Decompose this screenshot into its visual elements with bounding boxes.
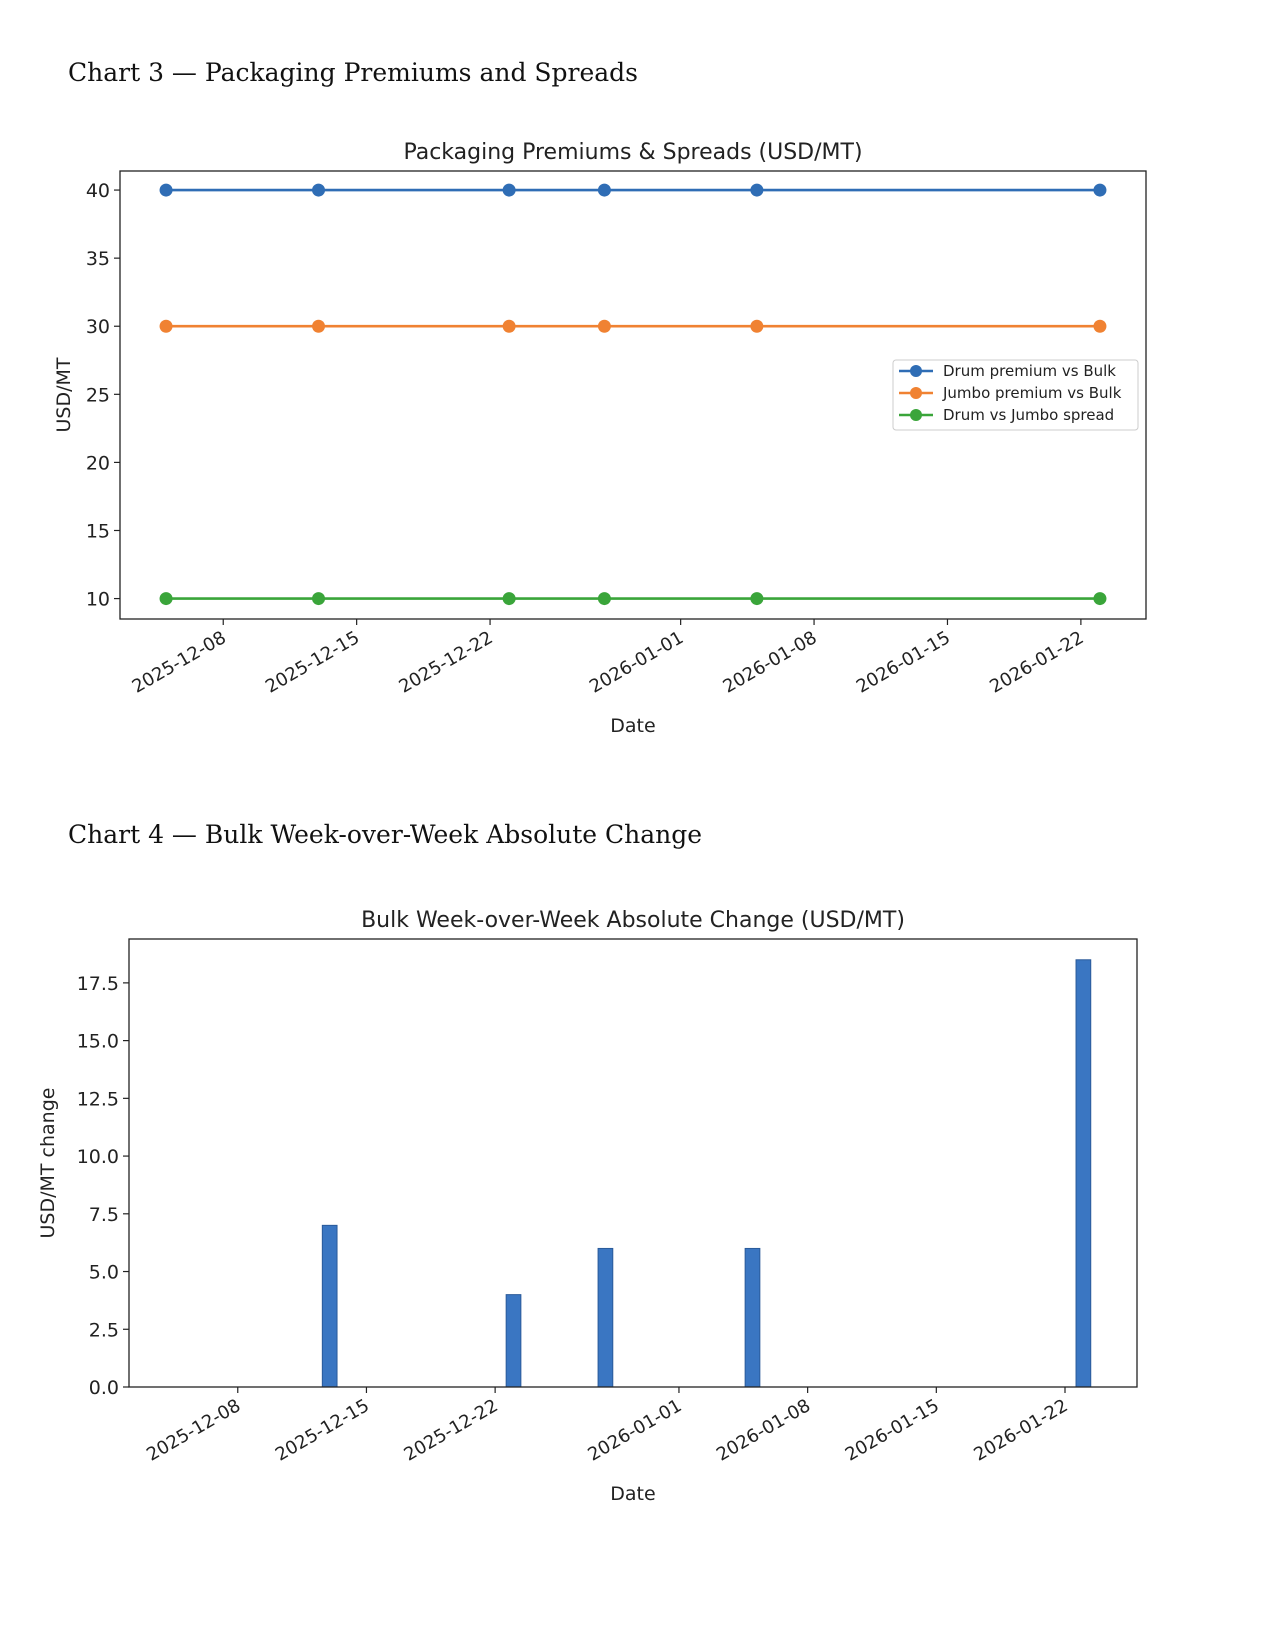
data-point (159, 183, 173, 197)
bar (744, 1247, 761, 1388)
y-tick-label: 17.5 (77, 973, 119, 995)
data-point (1093, 319, 1107, 333)
y-tick-label: 7.5 (89, 1204, 119, 1226)
bar (321, 1224, 338, 1388)
chart-title: Packaging Premiums & Spreads (USD/MT) (403, 140, 862, 165)
x-tick-label: 2026-01-08 (713, 1395, 814, 1465)
y-tick-label: 5.0 (89, 1262, 119, 1284)
data-point (597, 592, 611, 606)
y-tick-label: 12.5 (77, 1088, 119, 1110)
legend-label: Drum vs Jumbo spread (943, 406, 1114, 424)
data-point (159, 319, 173, 333)
x-tick-label: 2025-12-15 (272, 1395, 373, 1465)
chart-title: Bulk Week-over-Week Absolute Change (USD… (361, 908, 905, 933)
data-point (502, 183, 516, 197)
y-tick-label: 15.0 (77, 1031, 119, 1053)
bar (597, 1247, 614, 1388)
data-point (750, 592, 764, 606)
data-point (502, 319, 516, 333)
data-point (502, 592, 516, 606)
data-point (159, 592, 173, 606)
x-tick-label: 2025-12-22 (401, 1395, 502, 1465)
x-axis-label: Date (610, 1483, 655, 1505)
legend-marker (910, 409, 922, 421)
y-tick-label: 15 (86, 520, 110, 542)
y-tick-label: 20 (86, 452, 110, 474)
data-point (597, 319, 611, 333)
y-axis-label: USD/MT (53, 357, 75, 432)
y-tick-label: 30 (86, 316, 110, 338)
data-point (312, 183, 326, 197)
data-point (312, 319, 326, 333)
plot-frame (119, 170, 1147, 620)
legend-label: Drum premium vs Bulk (943, 362, 1116, 380)
premiums-line-chart: Packaging Premiums & Spreads (USD/MT) 10 1… (53, 140, 1147, 737)
y-tick-label: 40 (86, 180, 110, 202)
data-point (750, 319, 764, 333)
x-tick-label: 2026-01-15 (842, 1395, 943, 1465)
x-tick-label: 2026-01-22 (970, 1395, 1071, 1465)
legend-label: Jumbo premium vs Bulk (942, 384, 1122, 402)
data-point (750, 183, 764, 197)
y-tick-label: 2.5 (89, 1319, 119, 1341)
y-axis-label: USD/MT change (37, 1088, 59, 1239)
data-point (597, 183, 611, 197)
y-tick-label: 10 (86, 589, 110, 611)
bar (505, 1294, 522, 1388)
chart4-heading: Chart 4 — Bulk Week-over-Week Absolute C… (68, 820, 703, 849)
legend-marker (910, 387, 922, 399)
data-point (1093, 592, 1107, 606)
legend-marker (910, 365, 922, 377)
plot-frame (128, 938, 1138, 1388)
x-tick-label: 2026-01-01 (584, 1395, 685, 1465)
data-point (1093, 183, 1107, 197)
y-tick-label: 10.0 (77, 1146, 119, 1168)
y-tick-label: 25 (86, 384, 110, 406)
bar (1075, 959, 1092, 1388)
y-tick-label: 0.0 (89, 1377, 119, 1399)
x-tick-label: 2025-12-08 (143, 1395, 244, 1465)
y-tick-label: 35 (86, 248, 110, 270)
data-point (312, 592, 326, 606)
chart3-heading: Chart 3 — Packaging Premiums and Spreads (68, 58, 639, 87)
legend-box (892, 359, 1139, 431)
x-axis-label: Date (610, 715, 655, 737)
